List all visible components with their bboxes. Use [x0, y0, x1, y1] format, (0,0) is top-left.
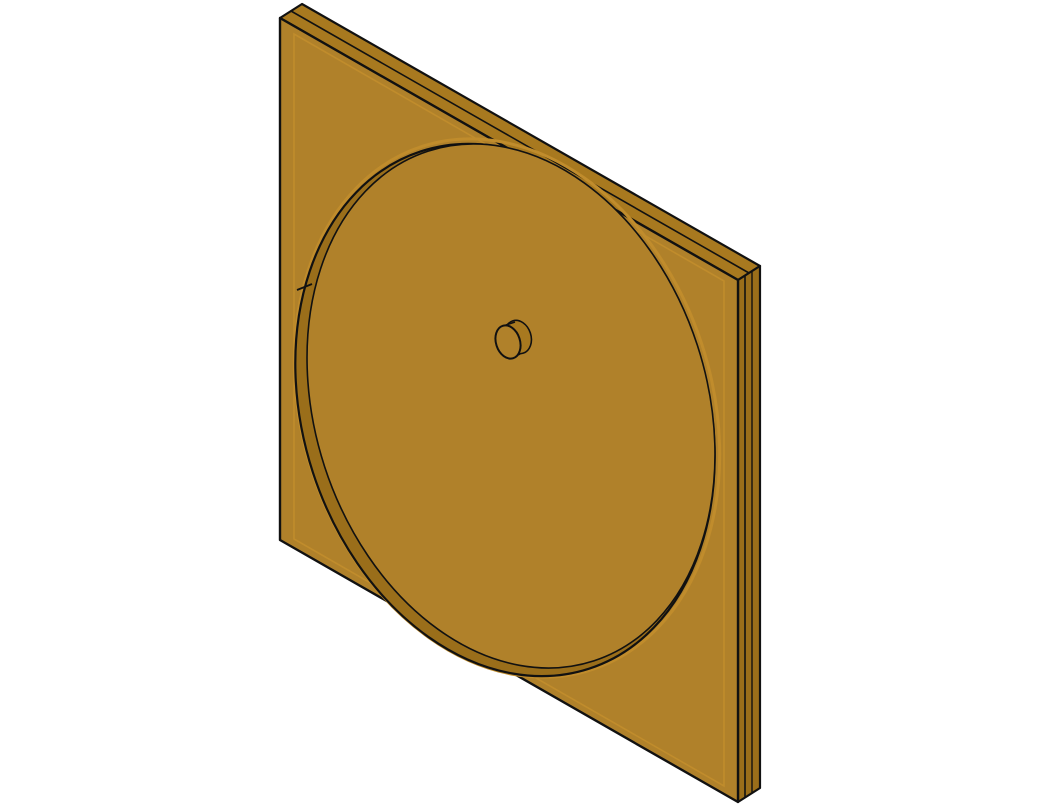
plate-top-layer-line	[290, 10, 750, 274]
plate-side-edge	[736, 264, 762, 804]
center-pin-front	[494, 324, 522, 360]
center-pin-side-top	[505, 321, 516, 326]
recess-floor	[306, 143, 716, 669]
recess-notch	[296, 283, 313, 291]
